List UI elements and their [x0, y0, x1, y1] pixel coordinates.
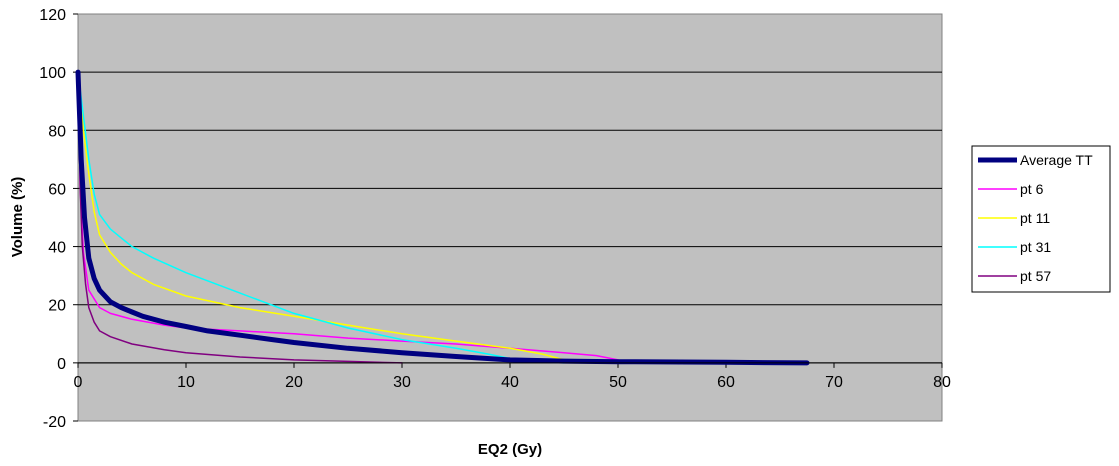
y-tick-label: 40 [48, 240, 66, 257]
y-tick-label: 0 [57, 356, 66, 373]
x-tick-label: 0 [74, 374, 83, 391]
x-tick-labels: 0 10 20 30 40 50 60 70 80 [74, 362, 951, 391]
series-line-pt-11 [77, 71, 576, 364]
x-tick-label: 70 [825, 374, 843, 391]
series-line-pt-6 [77, 71, 630, 364]
series-lines [75, 69, 810, 366]
legend-label: pt 11 [1020, 210, 1050, 226]
x-tick-label: 10 [177, 374, 195, 391]
y-tick-label: 100 [39, 65, 66, 82]
x-tick-label: 30 [393, 374, 411, 391]
x-tick-label: 80 [933, 374, 951, 391]
series-line-pt-57 [77, 71, 403, 364]
legend-label: pt 31 [1020, 239, 1051, 255]
x-axis-title: EQ2 (Gy) [478, 441, 542, 458]
x-tick-label: 50 [609, 374, 627, 391]
x-tick-label: 40 [501, 374, 519, 391]
y-tick-labels: -20 0 20 40 60 80 100 120 [39, 7, 78, 431]
x-tick-label: 20 [285, 374, 303, 391]
y-tick-label: 120 [39, 7, 66, 24]
legend-box [971, 145, 1111, 293]
y-tick-label: 60 [48, 181, 66, 198]
series-line-average-tt [75, 69, 810, 366]
y-tick-label: 20 [48, 298, 66, 315]
x-tick-label: 60 [717, 374, 735, 391]
legend-label: pt 6 [1020, 181, 1044, 197]
y-tick-label: -20 [43, 414, 66, 431]
y-axis-title: Volume (%) [9, 177, 26, 258]
legend: Average TT pt 6 pt 11 pt 31 pt 57 [971, 145, 1111, 293]
plot-area [77, 13, 943, 422]
legend-label: pt 57 [1020, 268, 1051, 284]
y-tick-label: 80 [48, 123, 66, 140]
series-line-pt-31 [77, 71, 565, 364]
legend-label: Average TT [1020, 152, 1093, 168]
